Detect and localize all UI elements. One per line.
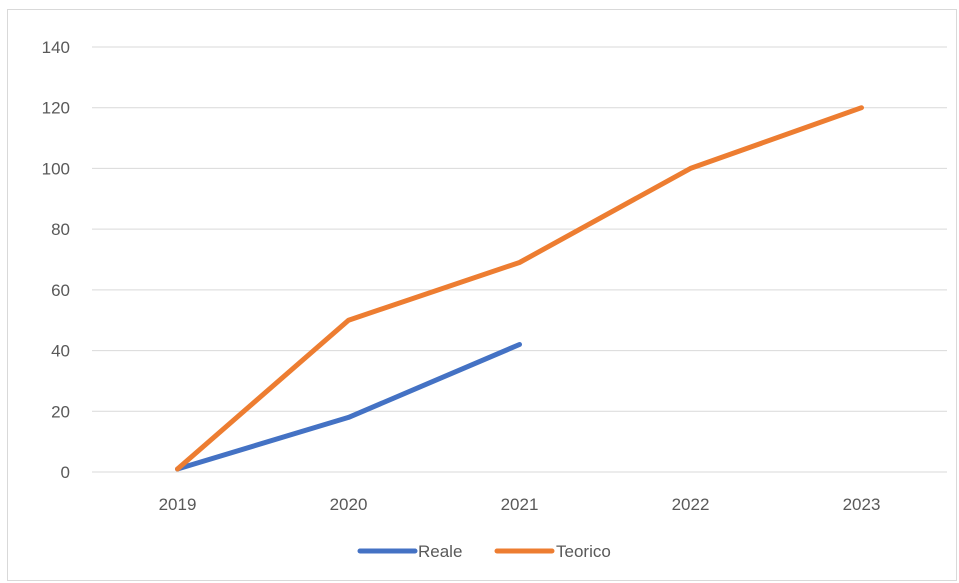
y-tick-label: 80 [51, 220, 70, 239]
legend-label-reale: Reale [418, 542, 462, 561]
y-tick-label: 140 [42, 38, 70, 57]
x-tick-label: 2021 [501, 495, 539, 514]
gridlines [92, 46, 947, 473]
x-tick-label: 2019 [159, 495, 197, 514]
y-tick-label: 20 [51, 402, 70, 421]
chart-area [7, 9, 957, 581]
y-tick-label: 100 [42, 159, 70, 178]
legend: Reale Teorico [357, 542, 611, 561]
x-tick-label: 2022 [672, 495, 710, 514]
x-tick-label: 2020 [330, 495, 368, 514]
x-tick-label: 2023 [843, 495, 881, 514]
x-axis-ticks: 2019 2020 2021 2022 2023 [159, 495, 881, 514]
y-axis-ticks: 0 20 40 60 80 100 120 140 [42, 38, 70, 482]
legend-label-teorico: Teorico [556, 542, 611, 561]
plot-series [175, 105, 864, 472]
series-line-reale [175, 342, 522, 472]
series-line-teorico [175, 105, 864, 472]
y-tick-label: 60 [51, 281, 70, 300]
y-tick-label: 40 [51, 342, 70, 361]
y-tick-label: 120 [42, 99, 70, 118]
y-tick-label: 0 [61, 463, 70, 482]
